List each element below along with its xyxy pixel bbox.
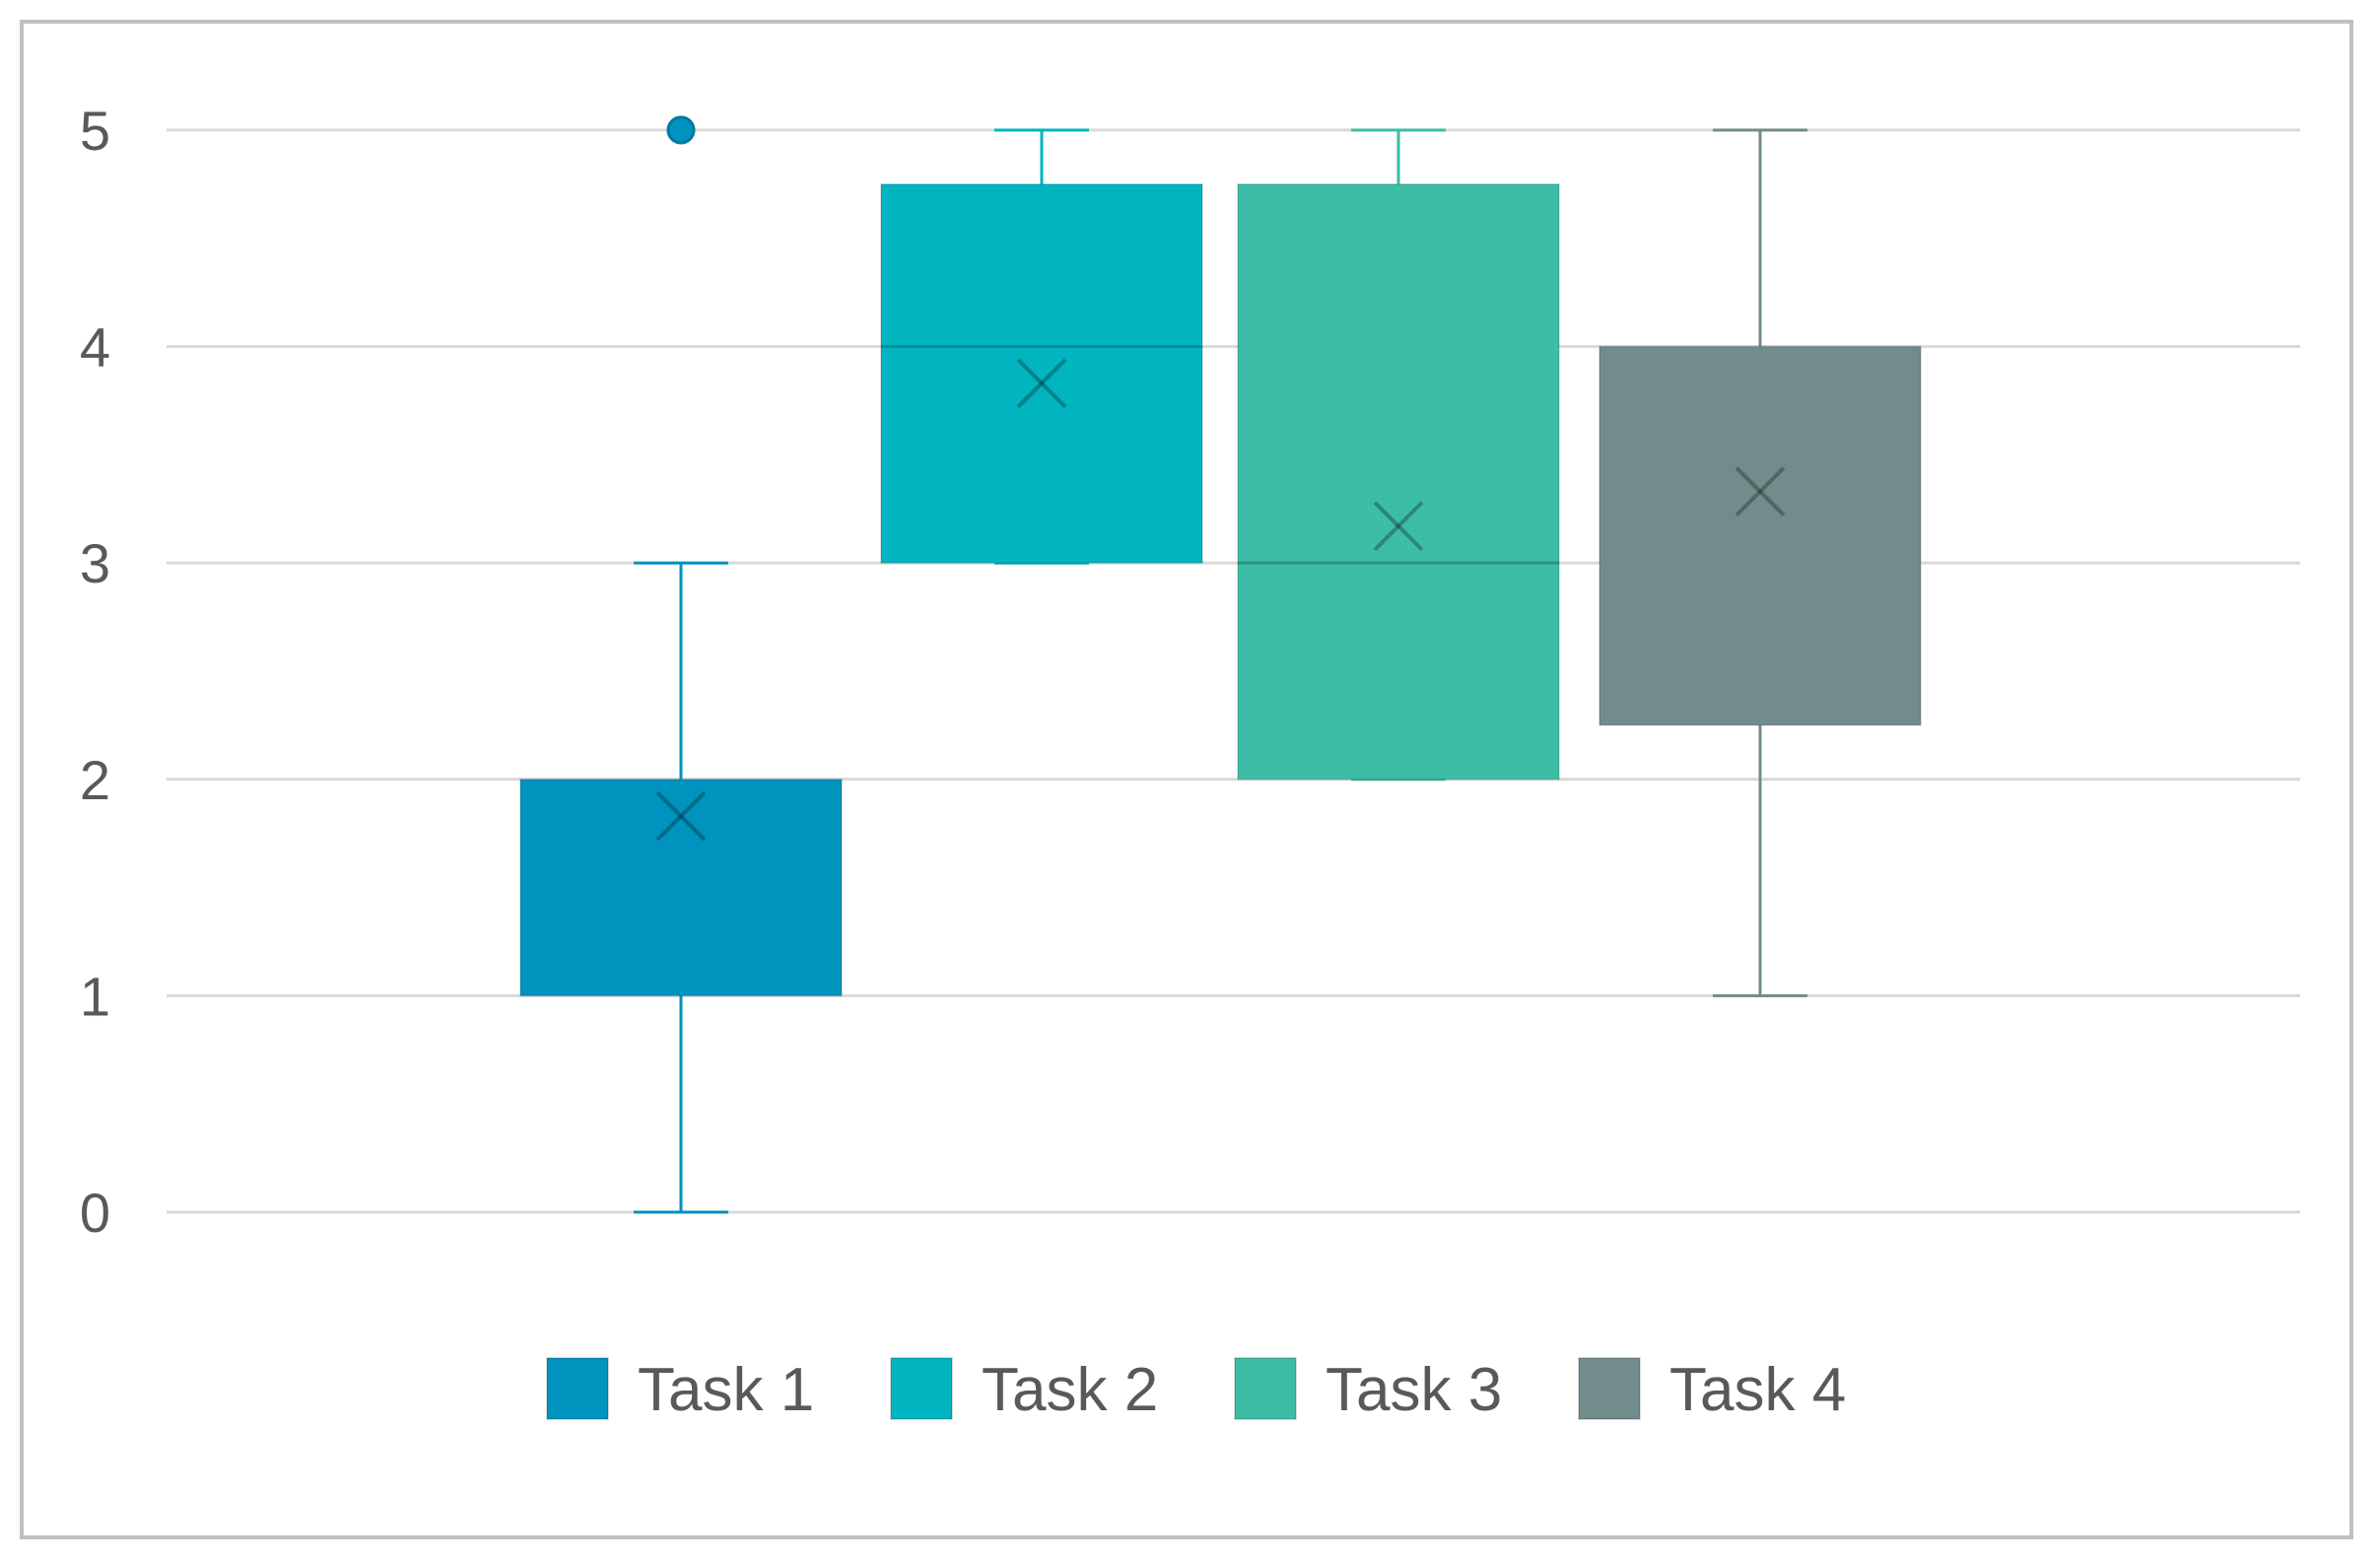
y-tick-label: 5 — [80, 100, 110, 162]
y-tick-label: 4 — [80, 316, 110, 378]
mean-marker — [1016, 358, 1067, 409]
mean-marker — [1373, 501, 1424, 552]
box-iqr — [1598, 345, 1922, 726]
legend-label: Task 4 — [1669, 1356, 1846, 1424]
y-tick-label: 0 — [80, 1182, 110, 1244]
legend-label: Task 1 — [638, 1356, 814, 1424]
y-tick-label: 1 — [80, 965, 110, 1027]
legend-label: Task 2 — [982, 1356, 1158, 1424]
box-plot-chart: 0 1 2 3 4 5 Task 1 Task 2 Task 3 Task 4 — [80, 100, 2300, 1424]
legend-label: Task 3 — [1326, 1356, 1502, 1424]
legend-swatch — [546, 1357, 609, 1420]
legend-item-task-2: Task 2 — [890, 1356, 1158, 1424]
legend-item-task-4: Task 4 — [1578, 1356, 1846, 1424]
box-iqr — [519, 778, 843, 997]
mean-marker — [655, 790, 707, 842]
box-iqr — [1237, 182, 1560, 781]
legend-item-task-3: Task 3 — [1234, 1356, 1502, 1424]
mean-marker — [1734, 466, 1786, 517]
mean-marker — [1734, 466, 1786, 517]
outlier-point — [666, 115, 696, 145]
box-1 — [519, 115, 843, 1214]
legend-swatch — [890, 1357, 953, 1420]
y-axis-ticks: 0 1 2 3 4 5 — [80, 100, 110, 1244]
legend: Task 1 Task 2 Task 3 Task 4 — [546, 1356, 1846, 1424]
box-2 — [880, 128, 1203, 565]
box-3 — [1237, 128, 1560, 782]
y-tick-label: 3 — [80, 532, 110, 594]
y-tick-label: 2 — [80, 749, 110, 811]
mean-marker — [1016, 358, 1067, 409]
box-series — [519, 115, 1922, 1214]
legend-swatch — [1234, 1357, 1297, 1420]
mean-marker — [655, 790, 707, 842]
mean-marker — [1373, 501, 1424, 552]
chart-frame: 0 1 2 3 4 5 Task 1 Task 2 Task 3 Task 4 — [20, 20, 2353, 1539]
legend-swatch — [1578, 1357, 1641, 1420]
gridlines — [167, 128, 2300, 1214]
legend-item-task-1: Task 1 — [546, 1356, 814, 1424]
box-4 — [1598, 128, 1922, 997]
box-iqr — [880, 182, 1203, 565]
